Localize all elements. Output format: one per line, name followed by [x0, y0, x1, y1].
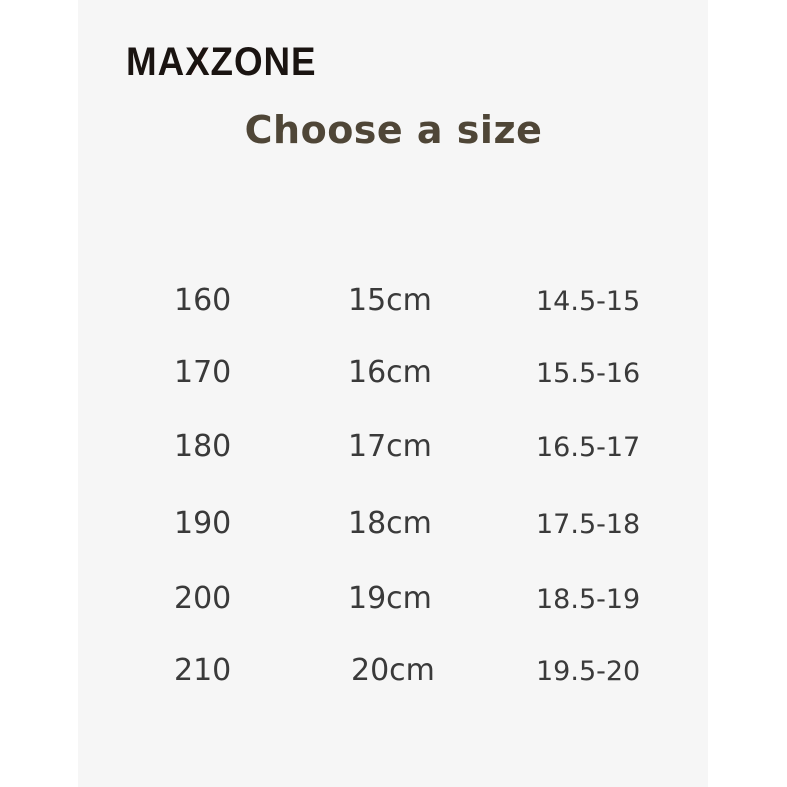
size-row[interactable]: 170 16cm 15.5-16 [0, 355, 787, 395]
range-value: 14.5-15 [536, 286, 641, 317]
length-value: 16cm [348, 355, 432, 390]
size-row[interactable]: 160 15cm 14.5-15 [0, 283, 787, 323]
size-row[interactable]: 200 19cm 18.5-19 [0, 581, 787, 621]
length-value: 19cm [348, 581, 432, 616]
size-value: 190 [174, 506, 232, 541]
range-value: 18.5-19 [536, 584, 641, 615]
range-value: 17.5-18 [536, 509, 641, 540]
range-value: 16.5-17 [536, 432, 641, 463]
size-row[interactable]: 210 20cm 19.5-20 [0, 653, 787, 693]
brand-logo: MAXZONE [126, 40, 317, 84]
length-value: 15cm [348, 283, 432, 318]
size-value: 170 [174, 355, 232, 390]
size-value: 210 [174, 653, 232, 688]
page-title: Choose a size [244, 108, 543, 152]
range-value: 15.5-16 [536, 358, 641, 389]
size-row[interactable]: 180 17cm 16.5-17 [0, 429, 787, 469]
size-row[interactable]: 190 18cm 17.5-18 [0, 506, 787, 546]
range-value: 19.5-20 [536, 656, 641, 687]
size-value: 200 [174, 581, 232, 616]
length-value: 18cm [348, 506, 432, 541]
size-value: 160 [174, 283, 232, 318]
size-value: 180 [174, 429, 232, 464]
length-value: 20cm [351, 653, 435, 688]
size-chart-panel [78, 0, 708, 787]
length-value: 17cm [348, 429, 432, 464]
